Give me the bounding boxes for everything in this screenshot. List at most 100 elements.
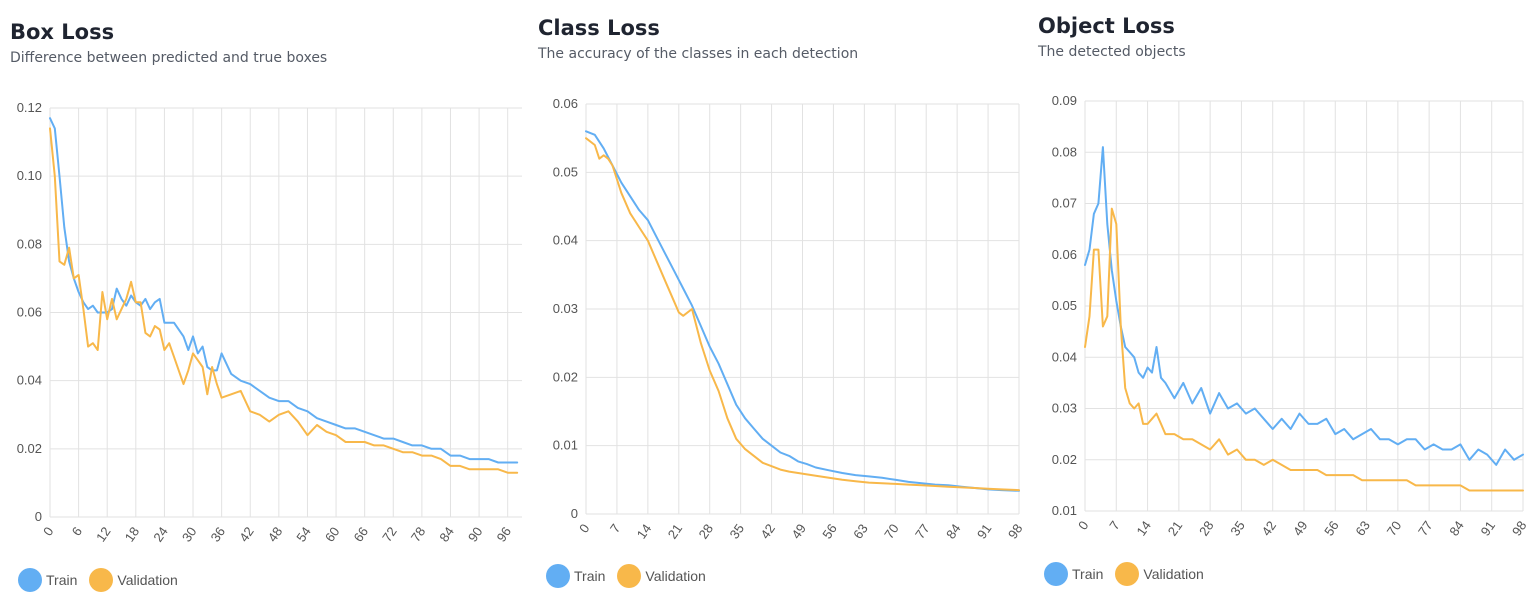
x-tick-label: 84 xyxy=(943,521,964,541)
x-tick-label: 0 xyxy=(1075,518,1091,533)
series-line-validation xyxy=(585,137,1020,492)
y-tick-label: 0.09 xyxy=(1052,93,1077,108)
x-tick-label: 84 xyxy=(436,524,457,544)
x-tick-label: 98 xyxy=(1509,518,1530,538)
x-tick-label: 98 xyxy=(1005,521,1024,541)
validation-legend-dot xyxy=(617,564,642,588)
y-tick-label: 0.03 xyxy=(553,301,578,316)
x-tick-label: 70 xyxy=(1384,518,1405,538)
series-line-validation xyxy=(49,127,519,474)
train-legend-dot xyxy=(546,564,570,588)
x-tick-label: 21 xyxy=(665,521,686,541)
x-tick-label: 49 xyxy=(788,521,809,541)
series-line-train xyxy=(49,117,519,464)
legend-item-validation[interactable]: Validation xyxy=(617,564,706,588)
y-tick-label: 0.08 xyxy=(1052,144,1077,159)
x-tick-label: 42 xyxy=(1259,518,1280,538)
x-tick-label: 42 xyxy=(757,521,778,541)
legend-item-validation[interactable]: Validation xyxy=(89,568,178,592)
y-tick-label: 0.02 xyxy=(553,369,578,384)
chart-subtitle: Difference between predicted and true bo… xyxy=(10,50,328,66)
x-tick-label: 66 xyxy=(351,524,372,544)
legend-item-validation[interactable]: Validation xyxy=(1115,562,1204,586)
class-loss-panel: Class Loss The accuracy of the classes i… xyxy=(528,0,1024,597)
x-tick-label: 70 xyxy=(881,521,902,541)
y-tick-label: 0.07 xyxy=(1052,196,1077,211)
y-tick-label: 0.06 xyxy=(553,96,578,111)
x-tick-label: 7 xyxy=(1106,518,1122,533)
y-tick-label: 0.02 xyxy=(17,441,42,456)
y-tick-label: 0.01 xyxy=(553,438,578,453)
chart-subtitle: The accuracy of the classes in each dete… xyxy=(538,46,859,62)
y-tick-label: 0.03 xyxy=(1052,401,1077,416)
chart-title: Box Loss xyxy=(10,20,115,44)
x-tick-label: 28 xyxy=(696,521,717,541)
y-tick-label: 0.04 xyxy=(553,233,578,248)
x-tick-label: 49 xyxy=(1290,518,1311,538)
chart-legend: Train Validation xyxy=(546,564,718,588)
x-tick-label: 56 xyxy=(819,521,840,541)
x-tick-label: 35 xyxy=(727,521,748,541)
x-tick-label: 91 xyxy=(974,521,995,541)
box-loss-panel: Box Loss Difference between predicted an… xyxy=(0,0,522,597)
x-tick-label: 6 xyxy=(69,524,85,539)
legend-label-validation: Validation xyxy=(645,568,706,584)
grid xyxy=(1084,100,1524,512)
y-tick-label: 0.12 xyxy=(17,100,42,115)
x-tick-label: 14 xyxy=(634,521,655,541)
x-tick-label: 42 xyxy=(236,524,257,544)
x-tick-label: 78 xyxy=(408,524,429,544)
legend-label-train: Train xyxy=(46,572,78,588)
object-loss-plot: 0.01 0.02 0.03 0.04 0.05 0.06 0.07 0.08 0.09 0 7 14… xyxy=(1052,93,1530,539)
series-line-train xyxy=(585,130,1020,492)
validation-legend-dot xyxy=(1115,562,1140,586)
class-loss-plot: 00.010.020.030.040.050.060 7 14 21 28 35 42 49 5… xyxy=(553,96,1024,542)
x-tick-label: 0 xyxy=(576,521,592,536)
x-tick-label: 84 xyxy=(1446,518,1467,538)
chart-legend: Train Validation xyxy=(1044,562,1216,586)
chart-subtitle: The detected objects xyxy=(1038,44,1186,60)
y-tick-label: 0 xyxy=(571,506,578,521)
y-tick-label: 0.01 xyxy=(1052,503,1077,518)
y-tick-label: 0.05 xyxy=(1052,298,1077,313)
y-tick-label: 0 xyxy=(35,509,42,524)
x-tick-label: 36 xyxy=(208,524,229,544)
x-tick-label: 28 xyxy=(1196,518,1217,538)
x-tick-label: 7 xyxy=(607,521,623,536)
y-tick-label: 0.06 xyxy=(1052,247,1077,262)
x-tick-label: 54 xyxy=(293,524,314,544)
chart-legend: Train Validation xyxy=(18,568,190,592)
validation-legend-dot xyxy=(89,568,114,592)
train-legend-dot xyxy=(18,568,42,592)
x-tick-label: 56 xyxy=(1321,518,1342,538)
x-tick-label: 60 xyxy=(322,524,343,544)
grid xyxy=(585,103,1020,515)
legend-item-train[interactable]: Train xyxy=(546,564,605,588)
series-line-train xyxy=(1084,146,1524,466)
series-line-validation xyxy=(1084,207,1524,492)
x-tick-label: 96 xyxy=(494,524,515,544)
legend-item-train[interactable]: Train xyxy=(1044,562,1103,586)
x-tick-label: 21 xyxy=(1165,518,1186,538)
y-tick-label: 0.04 xyxy=(17,373,42,388)
box-loss-plot: 00.020.040.060.080.100.120 6 12 18 24 30 36 42 4… xyxy=(17,100,522,545)
x-tick-label: 24 xyxy=(150,524,171,544)
legend-item-train[interactable]: Train xyxy=(18,568,77,592)
x-tick-label: 72 xyxy=(379,524,400,544)
x-tick-label: 63 xyxy=(1352,518,1373,538)
legend-label-train: Train xyxy=(574,568,606,584)
y-tick-label: 0.10 xyxy=(17,168,42,183)
y-tick-label: 0.05 xyxy=(553,164,578,179)
x-tick-label: 48 xyxy=(265,524,286,544)
x-tick-label: 91 xyxy=(1478,518,1499,538)
x-tick-label: 90 xyxy=(465,524,486,544)
y-tick-label: 0.06 xyxy=(17,305,42,320)
y-tick-label: 0.02 xyxy=(1052,452,1077,467)
x-tick-label: 30 xyxy=(179,524,200,544)
legend-label-train: Train xyxy=(1072,566,1104,582)
legend-label-validation: Validation xyxy=(1143,566,1204,582)
object-loss-panel: Object Loss The detected objects 0.01 0.0… xyxy=(1028,0,1536,597)
x-tick-label: 14 xyxy=(1133,518,1154,538)
y-tick-label: 0.04 xyxy=(1052,349,1077,364)
legend-label-validation: Validation xyxy=(117,572,178,588)
